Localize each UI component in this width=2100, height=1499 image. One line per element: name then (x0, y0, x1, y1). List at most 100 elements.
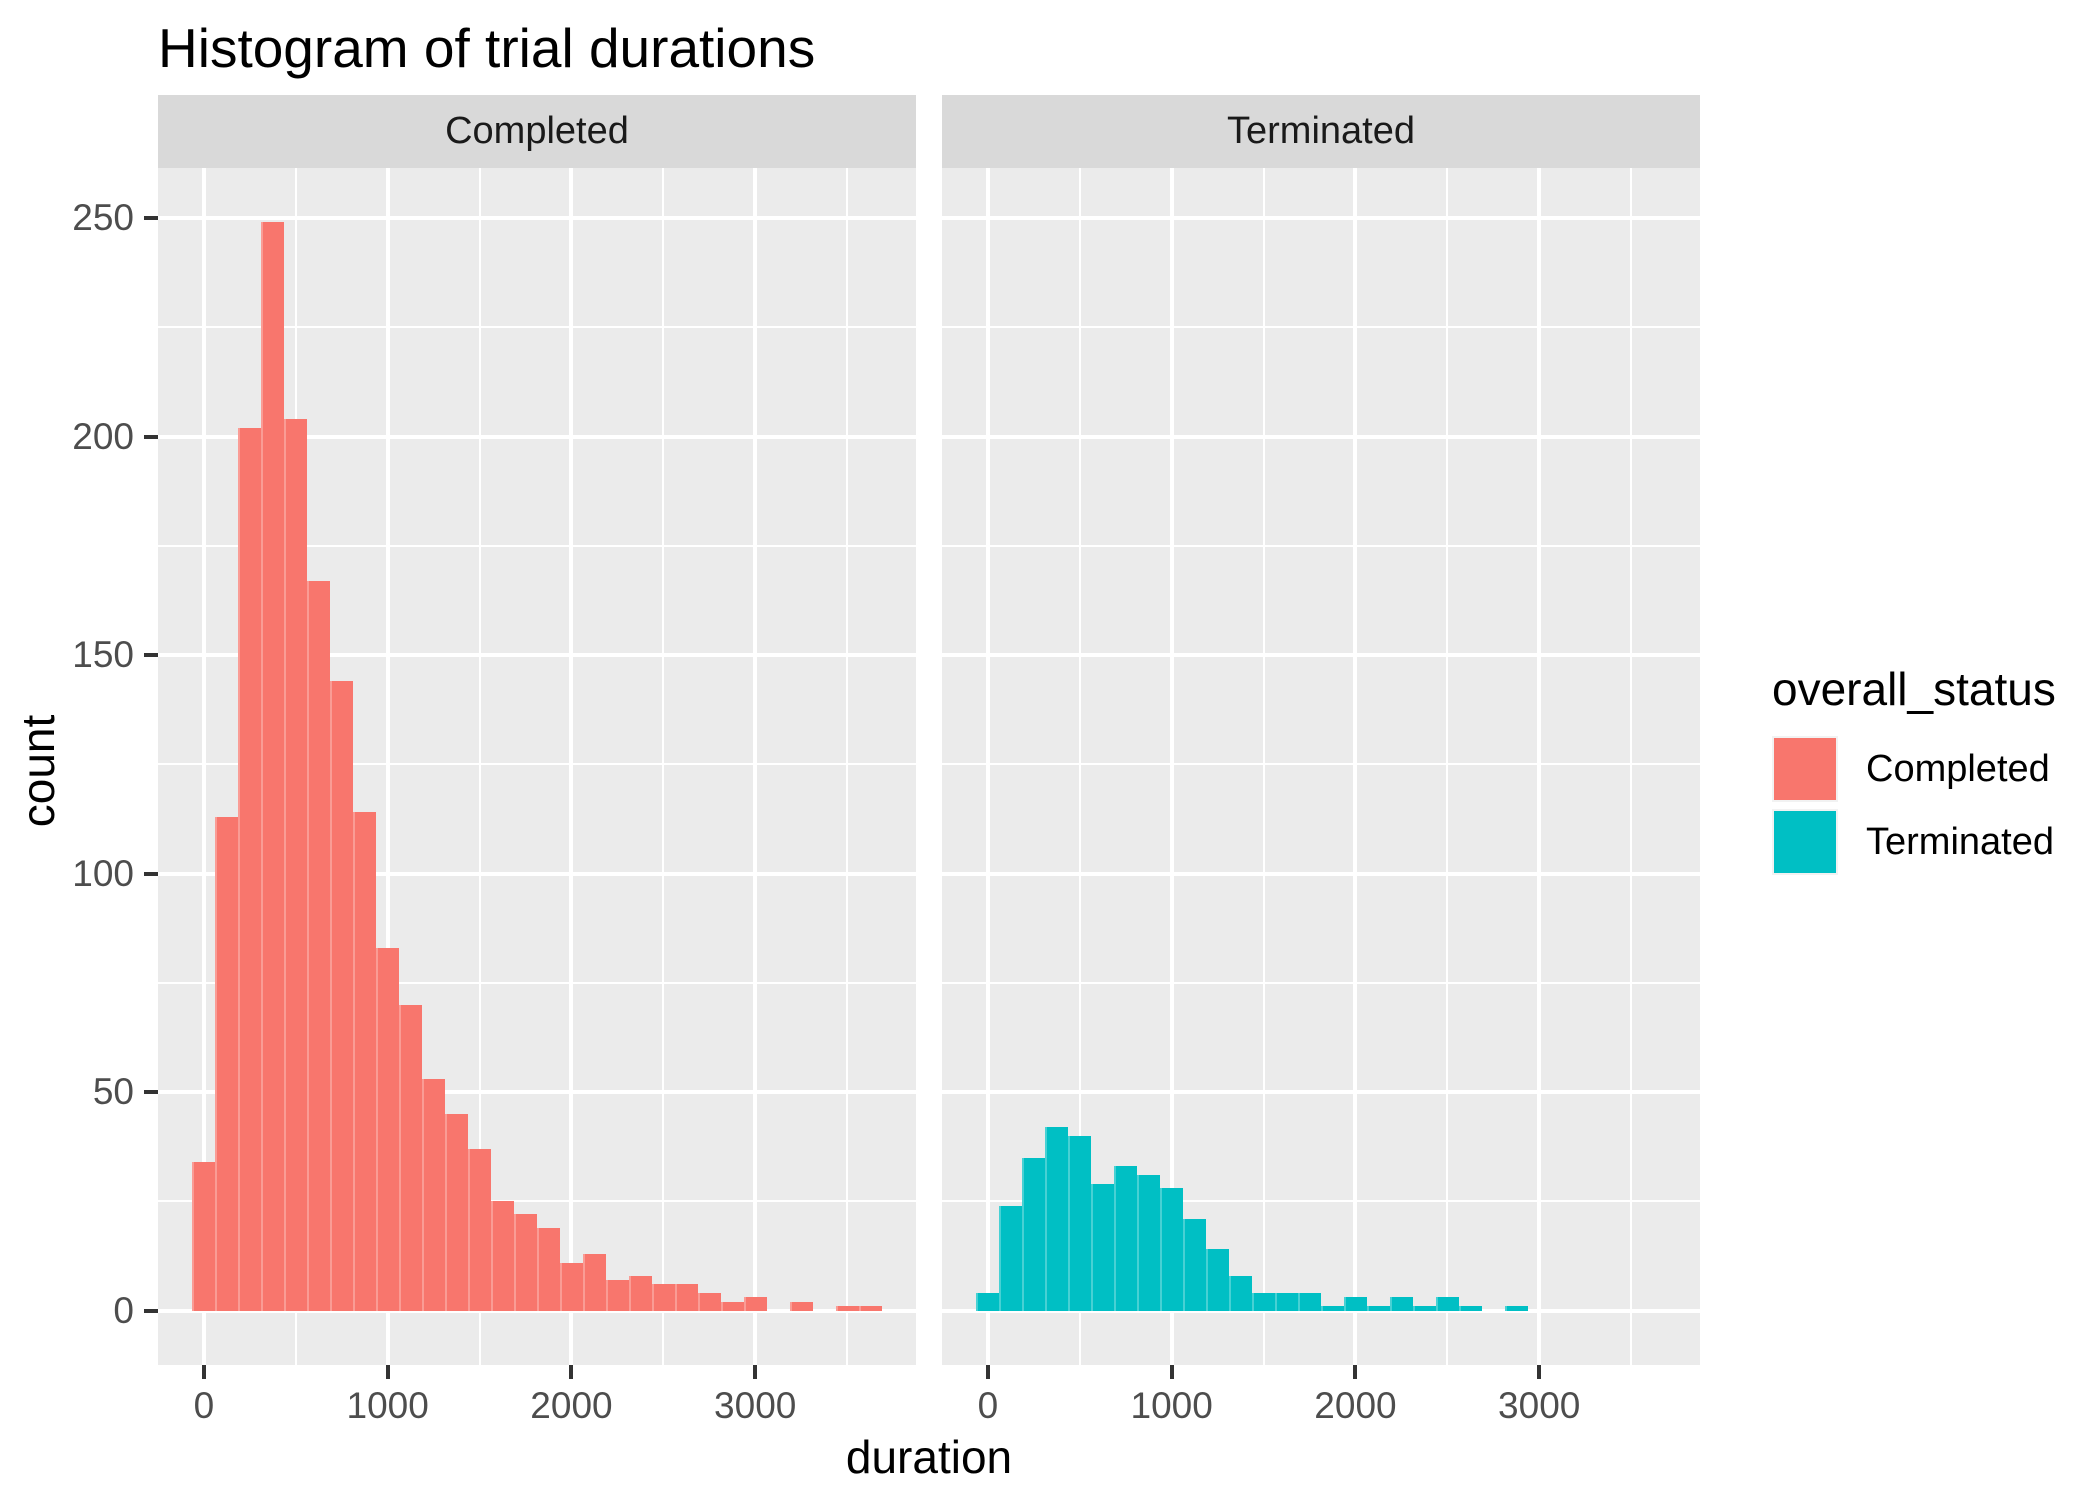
histogram-bar-completed (192, 1162, 216, 1311)
histogram-bar-terminated (1321, 1306, 1344, 1311)
major-gridline-y (158, 216, 916, 221)
histogram-bar-completed (835, 1306, 859, 1311)
histogram-bar-terminated (1045, 1127, 1069, 1311)
histogram-bar-completed (628, 1275, 652, 1311)
histogram-bar-completed (468, 1148, 492, 1311)
major-gridline-y (942, 653, 1700, 658)
histogram-bar-completed (215, 816, 239, 1311)
histogram-bar-terminated (999, 1205, 1023, 1311)
minor-gridline-y (942, 326, 1700, 329)
x-tick-label: 0 (977, 1385, 999, 1426)
minor-gridline-y (942, 763, 1700, 766)
x-axis-title: duration (845, 1431, 1013, 1483)
major-gridline-y (942, 216, 1700, 221)
histogram-bar-completed (307, 580, 331, 1311)
facet-strip-terminated: Terminated (942, 95, 1700, 168)
facet-strip-label: Completed (445, 110, 629, 152)
legend-key (1772, 736, 1838, 802)
major-gridline-x (1353, 168, 1358, 1365)
minor-gridline-x (1262, 168, 1265, 1365)
major-gridline-y (942, 1090, 1700, 1095)
y-tick-label: 150 (72, 634, 134, 676)
minor-gridline-y (158, 544, 916, 547)
histogram-bar-terminated (1160, 1188, 1184, 1311)
histogram-bar-terminated (1252, 1293, 1276, 1311)
legend-item-completed: Completed (1772, 736, 2056, 802)
histogram-bar-completed (422, 1078, 446, 1311)
x-tick-mark (1353, 1365, 1358, 1379)
major-gridline-y (942, 434, 1700, 439)
completed-swatch-icon (1774, 738, 1836, 800)
major-gridline-x (385, 168, 390, 1365)
major-gridline-y (158, 1090, 916, 1095)
major-gridline-x (1537, 168, 1542, 1365)
x-tick-mark (385, 1365, 390, 1379)
y-axis-title: count (12, 714, 64, 827)
major-gridline-x (985, 168, 990, 1365)
major-gridline-x (569, 168, 574, 1365)
minor-gridline-y (942, 981, 1700, 984)
x-tick-mark (753, 1365, 758, 1379)
minor-gridline-x (1446, 168, 1449, 1365)
histogram-bar-completed (858, 1306, 882, 1311)
minor-gridline-y (158, 981, 916, 984)
x-tick-label: 1000 (346, 1385, 429, 1426)
plot-title: Histogram of trial durations (158, 17, 816, 79)
minor-gridline-y (158, 1200, 916, 1203)
x-tick-label: 3000 (1498, 1385, 1581, 1426)
histogram-bar-completed (238, 427, 262, 1311)
histogram-bar-terminated (1091, 1183, 1115, 1311)
x-tick-label: 0 (193, 1385, 215, 1426)
facet-strip-completed: Completed (158, 95, 916, 168)
histogram-bar-completed (376, 947, 400, 1311)
histogram-bar-terminated (1412, 1306, 1436, 1311)
histogram-bar-terminated (1206, 1249, 1230, 1311)
y-tick-mark (144, 1090, 158, 1095)
histogram-bar-completed (559, 1262, 583, 1311)
major-gridline-y (942, 871, 1700, 876)
y-tick-label: 50 (92, 1071, 134, 1113)
legend: overall_status Completed Terminated (1772, 662, 2056, 882)
histogram-bar-completed (651, 1284, 675, 1311)
minor-gridline-y (158, 763, 916, 766)
histogram-bar-terminated (1458, 1306, 1482, 1311)
histogram-bar-terminated (1137, 1175, 1161, 1311)
histogram-bar-completed (537, 1227, 560, 1311)
histogram-bar-completed (491, 1201, 515, 1311)
histogram-bar-completed (605, 1279, 629, 1311)
major-gridline-x (753, 168, 758, 1365)
minor-gridline-y (158, 326, 916, 329)
histogram-bar-terminated (1366, 1306, 1390, 1311)
histogram-bar-terminated (1389, 1297, 1413, 1311)
histogram-bar-terminated (1183, 1218, 1207, 1311)
histogram-bar-terminated (976, 1293, 1000, 1311)
y-tick-mark (144, 871, 158, 876)
minor-gridline-x (846, 168, 849, 1365)
legend-title: overall_status (1772, 663, 2056, 715)
x-tick-mark (1537, 1365, 1542, 1379)
histogram-bar-completed (353, 812, 377, 1311)
major-gridline-y (158, 653, 916, 658)
histogram-bar-completed (743, 1297, 767, 1311)
x-tick-label: 3000 (714, 1385, 797, 1426)
histogram-bar-completed (720, 1301, 744, 1311)
terminated-swatch-icon (1774, 811, 1836, 873)
histogram-bar-completed (514, 1214, 537, 1311)
histogram-bar-terminated (1435, 1297, 1459, 1311)
y-tick-mark (144, 1308, 158, 1313)
histogram-bar-completed (330, 681, 354, 1311)
histogram-bar-terminated (1114, 1166, 1138, 1311)
y-tick-mark (144, 653, 158, 658)
histogram-bar-terminated (1068, 1135, 1092, 1311)
histogram-bar-terminated (1229, 1275, 1253, 1311)
legend-item-label: Terminated (1866, 820, 2054, 863)
major-gridline-y (158, 871, 916, 876)
x-tick-label: 2000 (1314, 1385, 1397, 1426)
histogram-bar-completed (697, 1293, 721, 1311)
minor-gridline-y (942, 1200, 1700, 1203)
major-gridline-y (158, 1308, 916, 1313)
facet-panel-completed (158, 168, 916, 1365)
major-gridline-x (201, 168, 206, 1365)
y-tick-mark (144, 434, 158, 439)
x-tick-label: 1000 (1130, 1385, 1213, 1426)
